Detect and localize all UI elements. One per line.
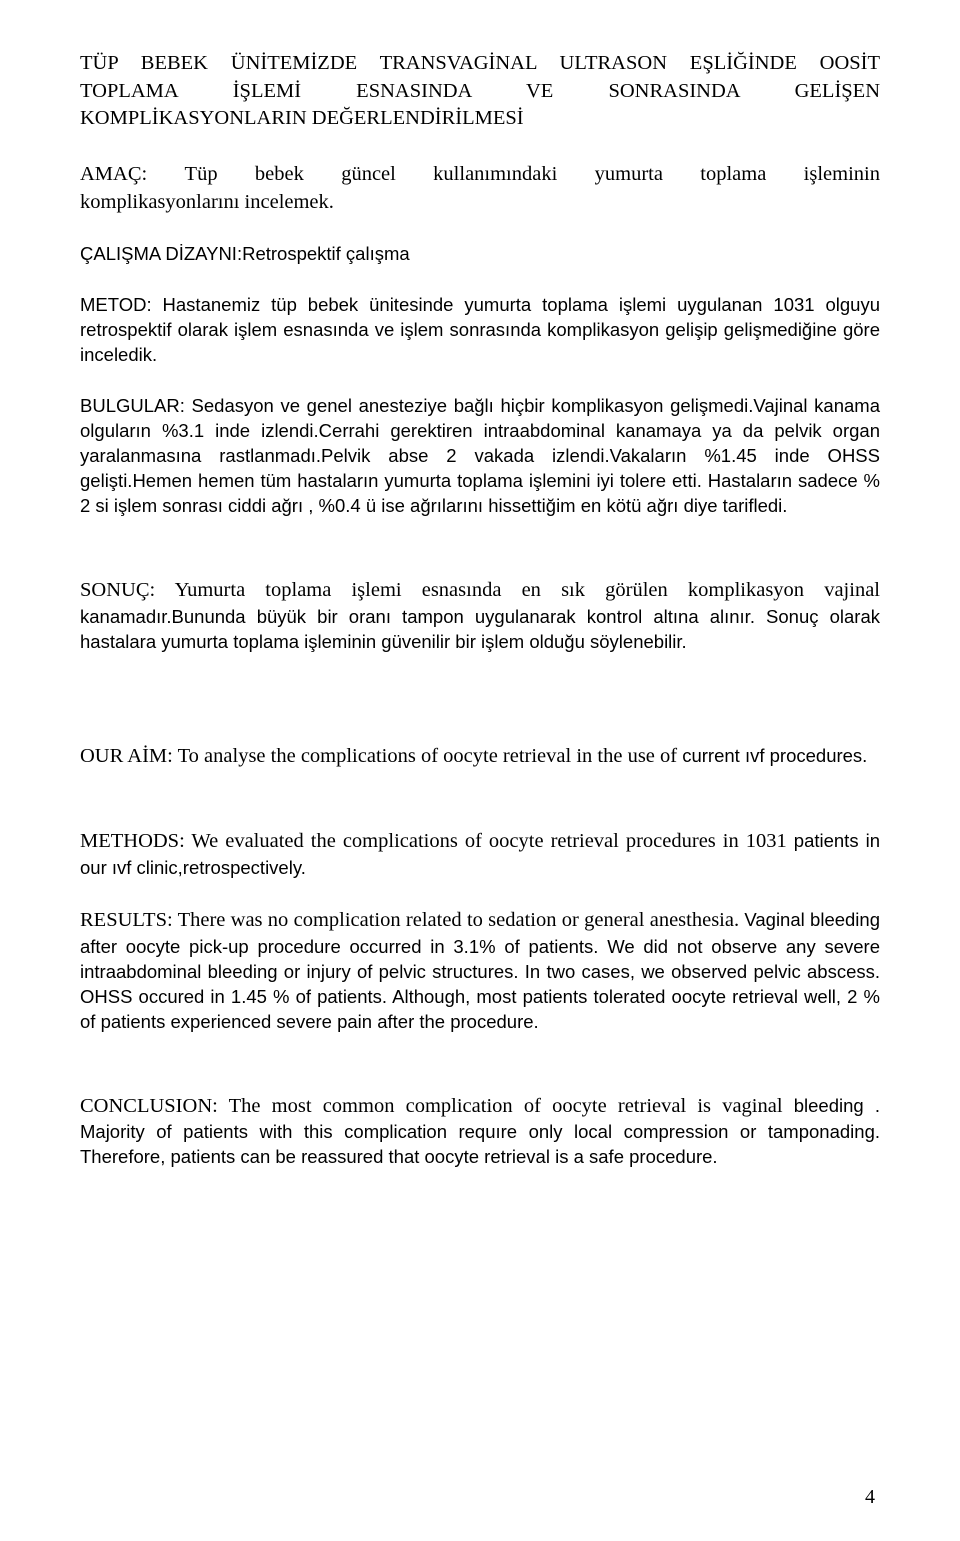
section-methods: METHODS: We evaluated the complications … — [80, 828, 880, 881]
aim-first: OUR AİM: To analyse the complications of… — [80, 745, 677, 767]
amac-w8: işleminin — [804, 161, 880, 189]
sonuc-tr-rest: kanamadır.Bununda büyük bir oranı tampon… — [80, 606, 880, 652]
aim-rest: current ıvf procedures. — [682, 745, 867, 766]
document-title: TÜP BEBEK ÜNİTEMİZDE TRANSVAGİNAL ULTRAS… — [80, 50, 880, 133]
methods-first: METHODS: We evaluated the complications … — [80, 830, 787, 852]
amac-w6: yumurta — [595, 161, 663, 189]
sonuc-tr-first: SONUÇ: Yumurta toplama işlemi esnasında … — [80, 579, 880, 601]
amac-w7: toplama — [700, 161, 766, 189]
section-metod: METOD: Hastanemiz tüp bebek ünitesinde y… — [80, 293, 880, 368]
conclusion-first: CONCLUSION: The most common complication… — [80, 1095, 783, 1117]
section-conclusion: CONCLUSION: The most common complication… — [80, 1093, 880, 1171]
amac-w4: güncel — [341, 161, 396, 189]
title-line-1: TÜP BEBEK ÜNİTEMİZDE TRANSVAGİNAL ULTRAS… — [80, 50, 880, 78]
results-first: RESULTS: There was no complication relat… — [80, 909, 739, 931]
amac-w3: bebek — [255, 161, 304, 189]
amac-rest: komplikasyonlarını incelemek. — [80, 189, 880, 217]
title-line-3: KOMPLİKASYONLARIN DEĞERLENDİRİLMESİ — [80, 105, 880, 133]
amac-w5: kullanımındaki — [433, 161, 557, 189]
section-dizayn: ÇALIŞMA DİZAYNI:Retrospektif çalışma — [80, 242, 880, 267]
amac-w1: AMAÇ: — [80, 161, 147, 189]
section-results: RESULTS: There was no complication relat… — [80, 907, 880, 1035]
section-bulgular: BULGULAR: Sedasyon ve genel anesteziye b… — [80, 394, 880, 519]
title-line-2: TOPLAMA İŞLEMİ ESNASINDA VE SONRASINDA G… — [80, 78, 880, 106]
amac-w2: Tüp — [185, 161, 218, 189]
section-sonuc-tr: SONUÇ: Yumurta toplama işlemi esnasında … — [80, 577, 880, 655]
page-number: 4 — [865, 1484, 875, 1511]
section-amac: AMAÇ: Tüp bebek güncel kullanımındaki yu… — [80, 161, 880, 216]
section-aim: OUR AİM: To analyse the complications of… — [80, 743, 880, 771]
